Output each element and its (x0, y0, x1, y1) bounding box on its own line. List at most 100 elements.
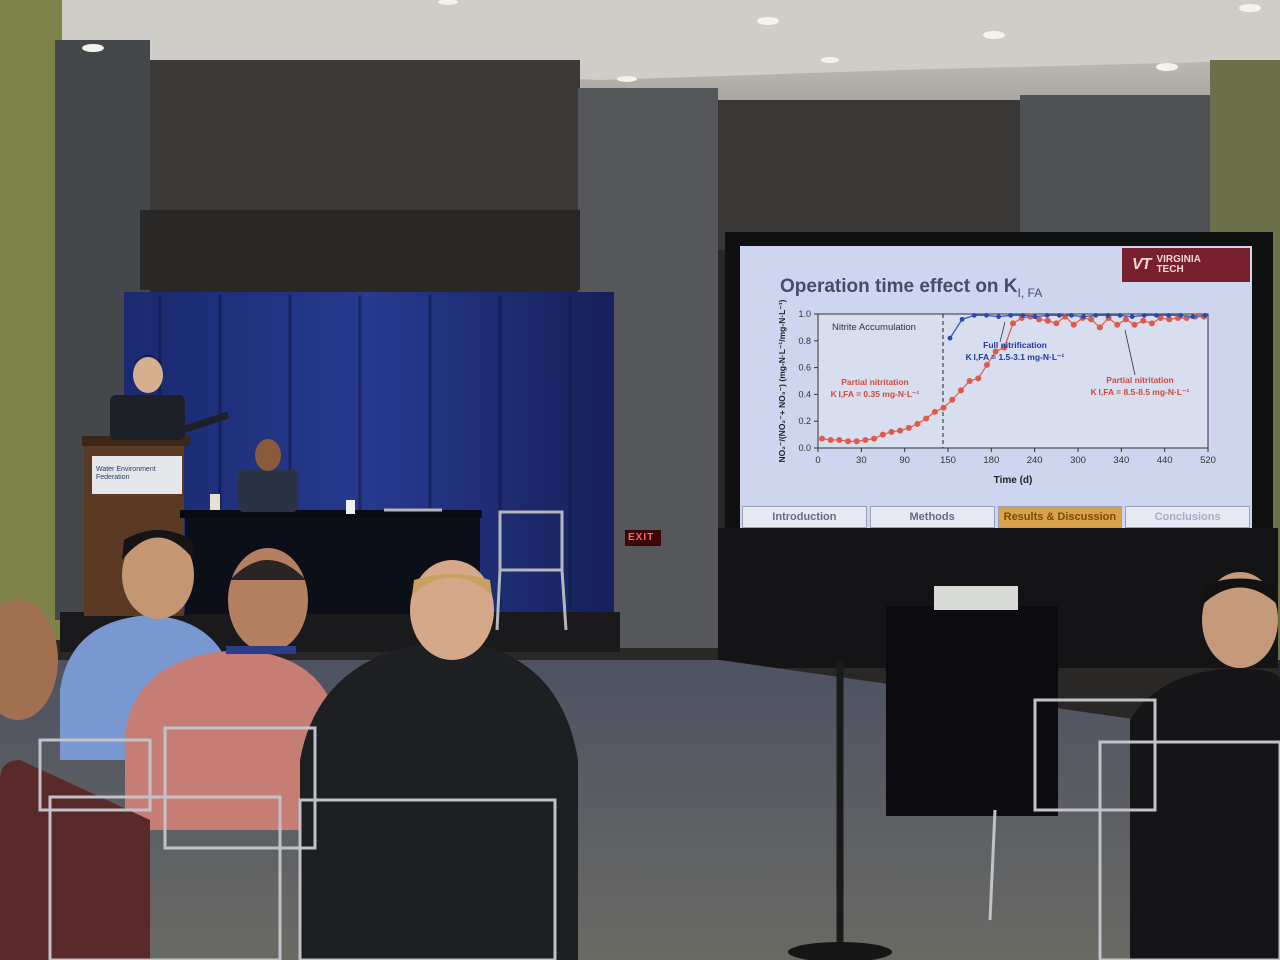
blue-data-point (984, 312, 989, 318)
red-data-point (1044, 317, 1051, 324)
projector (934, 586, 1018, 610)
red-data-point (1157, 315, 1164, 322)
blue-data-point (1093, 312, 1099, 318)
right-column (1020, 95, 1220, 235)
annotation-pointer (999, 321, 1006, 343)
exit-sign-box (625, 530, 661, 546)
chart-plot-area (817, 313, 1209, 449)
blue-data-point (947, 335, 953, 341)
stage-chair (384, 508, 568, 631)
podium-top (82, 436, 190, 446)
annotation-pointer (1124, 329, 1136, 376)
projector-table (886, 606, 1058, 816)
red-data-point (1114, 321, 1121, 328)
y-tick-label: 0.0 (798, 443, 811, 453)
blue-data-point (1202, 312, 1208, 318)
slide-title-subscript: I, FA (1017, 285, 1043, 300)
audience-member-salmon-shirt (125, 548, 340, 830)
annotation-partial-nitritation-2: Partial nitritation (1106, 375, 1174, 385)
y-tick-label: 0.4 (798, 389, 811, 399)
blue-data-point (996, 314, 1001, 320)
slide-tab-introduction: Introduction (742, 506, 867, 528)
blue-data-point (971, 312, 977, 318)
red-data-point (966, 378, 973, 384)
blue-data-point (1178, 312, 1184, 318)
slide-tab-conclusions: Conclusions (1125, 506, 1250, 528)
y-tick-label: 0.6 (798, 363, 811, 373)
vt-logo-text: VIRGINIA TECH (1156, 255, 1200, 275)
table-top (180, 510, 482, 518)
vt-logo-mark: VT (1132, 256, 1151, 273)
x-tick-label: 520 (1200, 455, 1216, 466)
slide-title-text: Operation time effect on K (780, 276, 1018, 297)
speaker-person (110, 355, 230, 440)
red-data-point (940, 404, 947, 411)
red-data-point (827, 436, 834, 443)
red-data-point (992, 348, 999, 355)
left-wall (0, 0, 62, 640)
red-data-point (949, 396, 956, 403)
virginia-tech-logo: VT VIRGINIA TECH (1122, 248, 1250, 282)
blue-data-point (1117, 312, 1123, 318)
red-data-point (1010, 320, 1016, 327)
red-data-point (879, 431, 886, 438)
red-data-point (905, 424, 912, 431)
blue-data-point (1154, 312, 1159, 318)
blue-data-point (1190, 314, 1196, 320)
red-data-point (871, 435, 878, 442)
blue-data-point (1069, 312, 1074, 318)
red-data-point (888, 428, 895, 435)
x-tick-label: 30 (856, 455, 867, 466)
x-tick-label: 240 (1027, 455, 1043, 466)
blue-data-point (1008, 312, 1014, 318)
red-data-point (1140, 317, 1147, 324)
slide-tab-results: Results & Discussion (997, 506, 1123, 528)
red-data-point (975, 375, 982, 382)
podium-sign (92, 456, 182, 494)
chart-layer: 0.0 0.2 0.4 0.6 0.8 1.0 0 30 90 150 180 240 300 340 44… (777, 299, 1216, 486)
blue-data-point (1081, 314, 1086, 320)
red-data-point (923, 415, 930, 422)
blue-data-point (1105, 312, 1111, 318)
y-tick-label: 0.8 (798, 336, 811, 346)
seated-panelist (238, 439, 298, 512)
y-tick-label: 1.0 (798, 309, 811, 319)
slide-tab-methods: Methods (869, 506, 995, 528)
red-data-point (862, 436, 869, 443)
red-data-point (1088, 316, 1095, 323)
annotation-full-nitrification-k: K I,FA = 1.5-3.1 mg-N·L⁻¹ (966, 352, 1065, 362)
x-tick-label: 340 (1113, 455, 1129, 466)
annotation-full-nitrification: Full nitrification (983, 340, 1047, 350)
annotation-partial-nitritation-1: Partial nitritation (841, 377, 909, 387)
y-tick-label: 0.2 (798, 416, 811, 426)
red-data-point (845, 438, 852, 445)
blue-series-line (949, 314, 1206, 339)
annotation-partial-nitritation-1-k: K I,FA = 0.35 mg-N·L⁻¹ (831, 389, 920, 399)
red-data-point (1131, 321, 1138, 328)
red-data-point (1062, 313, 1069, 320)
x-axis-label: Time (d) (994, 475, 1033, 486)
red-data-point (1148, 320, 1155, 327)
cup-2 (346, 500, 355, 514)
x-tick-label: 440 (1157, 455, 1173, 466)
red-data-point (1053, 320, 1060, 327)
cup (210, 494, 220, 510)
vt-logo-line2: TECH (1156, 264, 1184, 275)
red-data-point (1070, 321, 1077, 328)
podium-logo-text: Water Environment Federation (96, 466, 156, 481)
x-tick-label: 90 (899, 455, 910, 466)
red-data-point (897, 427, 904, 434)
red-data-point (914, 420, 921, 427)
blue-data-point (1020, 312, 1026, 318)
blue-data-point (1032, 314, 1038, 320)
red-data-point (983, 361, 990, 368)
blue-data-point (1056, 312, 1062, 318)
red-data-point (1166, 316, 1173, 323)
annotation-partial-nitritation-2-k: K I,FA = 8.5-8.5 mg-N·L⁻¹ (1091, 387, 1190, 397)
x-tick-label: 150 (940, 455, 956, 466)
blue-data-point (1141, 312, 1147, 318)
red-data-point (1036, 316, 1043, 323)
slide-title: Operation time effect on KI, FA (780, 276, 1042, 300)
x-tick-label: 0 (815, 455, 820, 466)
y-axis-label: NO₂⁻/(NO₂⁻+ NO₃⁻) (mg-N·L⁻¹/mg-N·L⁻¹) (777, 299, 787, 462)
